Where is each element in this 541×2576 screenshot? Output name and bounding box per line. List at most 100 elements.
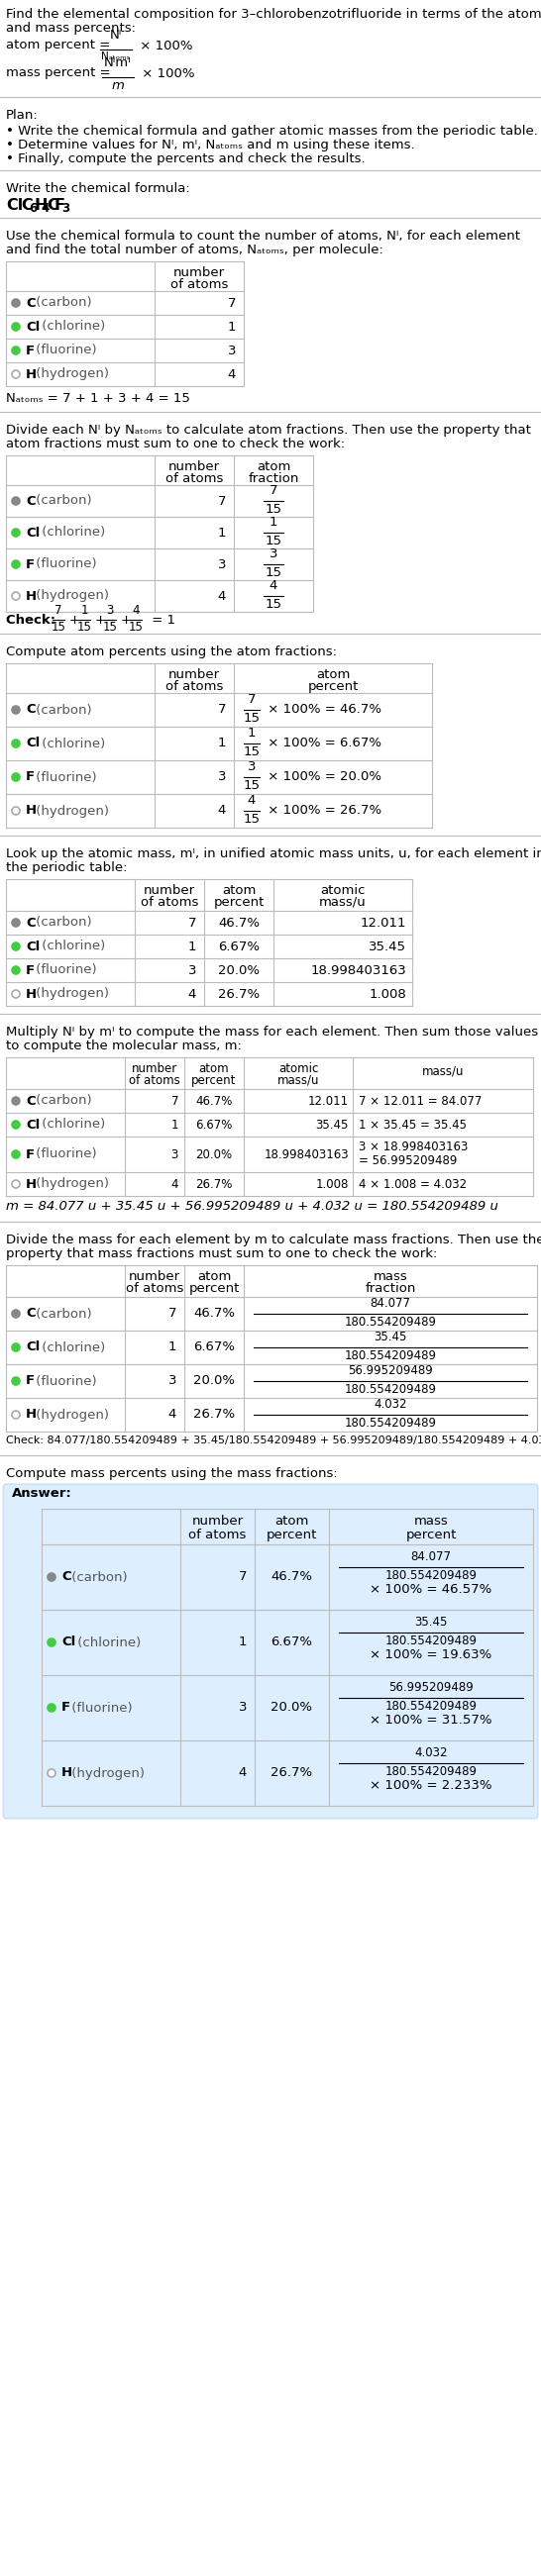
Text: 3: 3 bbox=[227, 345, 236, 358]
Circle shape bbox=[12, 966, 20, 974]
Text: +: + bbox=[69, 613, 80, 626]
Text: (carbon): (carbon) bbox=[68, 1571, 128, 1584]
Text: (hydrogen): (hydrogen) bbox=[68, 1767, 144, 1780]
Text: 7: 7 bbox=[188, 917, 196, 930]
Text: 6.67%: 6.67% bbox=[218, 940, 260, 953]
Text: C: C bbox=[26, 703, 35, 716]
Text: 4: 4 bbox=[248, 793, 256, 806]
Text: (hydrogen): (hydrogen) bbox=[32, 590, 109, 603]
Text: of atoms: of atoms bbox=[126, 1283, 183, 1296]
Text: +: + bbox=[121, 613, 132, 626]
Text: 180.554209489: 180.554209489 bbox=[344, 1316, 437, 1329]
Circle shape bbox=[12, 1180, 20, 1188]
Text: and mass percents:: and mass percents: bbox=[6, 21, 136, 33]
Text: 15: 15 bbox=[265, 502, 282, 515]
Text: (hydrogen): (hydrogen) bbox=[32, 1177, 109, 1190]
Text: 15: 15 bbox=[265, 598, 282, 611]
Text: 15: 15 bbox=[51, 621, 66, 634]
Text: percent: percent bbox=[266, 1528, 317, 1540]
Text: 3: 3 bbox=[269, 549, 278, 562]
Text: number: number bbox=[168, 667, 220, 680]
Text: F: F bbox=[26, 1376, 35, 1388]
Text: × 100% = 46.57%: × 100% = 46.57% bbox=[370, 1584, 492, 1597]
Circle shape bbox=[12, 592, 20, 600]
Text: 15: 15 bbox=[243, 744, 260, 757]
Text: 4: 4 bbox=[132, 603, 140, 616]
Text: 1: 1 bbox=[217, 737, 226, 750]
Text: 12.011: 12.011 bbox=[360, 917, 406, 930]
Text: 1: 1 bbox=[227, 319, 236, 332]
Text: 15: 15 bbox=[243, 778, 260, 791]
Text: 3: 3 bbox=[217, 559, 226, 572]
Circle shape bbox=[48, 1770, 56, 1777]
Circle shape bbox=[12, 299, 20, 307]
Text: Check:: Check: bbox=[6, 613, 60, 626]
Text: Divide each Nᴵ by Nₐₜₒₘₛ to calculate atom fractions. Then use the property that: Divide each Nᴵ by Nₐₜₒₘₛ to calculate at… bbox=[6, 422, 531, 435]
Text: of atoms: of atoms bbox=[166, 471, 223, 484]
Text: mass/u: mass/u bbox=[422, 1064, 464, 1077]
Text: 15: 15 bbox=[243, 814, 260, 827]
Text: 4.032: 4.032 bbox=[414, 1747, 447, 1759]
Circle shape bbox=[12, 943, 20, 951]
Text: fraction: fraction bbox=[365, 1283, 416, 1296]
Text: 180.554209489: 180.554209489 bbox=[385, 1765, 477, 1777]
Text: F: F bbox=[26, 963, 35, 976]
Text: 3: 3 bbox=[247, 760, 256, 773]
Text: Nᴵmᴵ: Nᴵmᴵ bbox=[104, 57, 131, 70]
Text: 46.7%: 46.7% bbox=[271, 1571, 313, 1584]
Text: (chlorine): (chlorine) bbox=[38, 940, 105, 953]
Text: 1: 1 bbox=[269, 515, 278, 528]
Text: 3: 3 bbox=[217, 770, 226, 783]
Text: percent: percent bbox=[406, 1528, 457, 1540]
Circle shape bbox=[48, 1638, 56, 1646]
FancyBboxPatch shape bbox=[3, 1484, 538, 1819]
Text: Divide the mass for each element by m to calculate mass fractions. Then use the: Divide the mass for each element by m to… bbox=[6, 1234, 541, 1247]
Text: H: H bbox=[26, 368, 37, 381]
Text: 3: 3 bbox=[188, 963, 196, 976]
Text: H: H bbox=[26, 590, 37, 603]
Text: • Finally, compute the percents and check the results.: • Finally, compute the percents and chec… bbox=[6, 152, 365, 165]
Text: 1: 1 bbox=[81, 603, 88, 616]
Text: 3: 3 bbox=[107, 603, 114, 616]
Circle shape bbox=[12, 806, 20, 814]
Text: 84.077: 84.077 bbox=[370, 1296, 411, 1309]
Text: number: number bbox=[131, 1061, 177, 1074]
Text: 180.554209489: 180.554209489 bbox=[385, 1700, 477, 1713]
Text: 56.995209489: 56.995209489 bbox=[388, 1682, 473, 1695]
Text: percent: percent bbox=[192, 1074, 236, 1087]
Text: atom percent =: atom percent = bbox=[6, 39, 115, 52]
Text: Plan:: Plan: bbox=[6, 108, 38, 121]
Text: 7: 7 bbox=[55, 603, 62, 616]
Text: Cl: Cl bbox=[26, 319, 40, 332]
Circle shape bbox=[12, 1345, 20, 1352]
Text: Check: 84.077/180.554209489 + 35.45/180.554209489 + 56.995209489/180.554209489 +: Check: 84.077/180.554209489 + 35.45/180.… bbox=[6, 1435, 541, 1445]
Text: (hydrogen): (hydrogen) bbox=[32, 368, 109, 381]
Text: 4: 4 bbox=[41, 201, 49, 214]
Text: 3: 3 bbox=[238, 1700, 247, 1713]
Text: Answer:: Answer: bbox=[12, 1486, 72, 1499]
Text: 18.998403163: 18.998403163 bbox=[264, 1149, 349, 1162]
Text: (chlorine): (chlorine) bbox=[38, 1342, 105, 1355]
Text: mass: mass bbox=[373, 1270, 407, 1283]
Text: C: C bbox=[47, 198, 58, 214]
Text: 26.7%: 26.7% bbox=[195, 1177, 233, 1190]
Text: 35.45: 35.45 bbox=[368, 940, 406, 953]
Text: • Write the chemical formula and gather atomic masses from the periodic table.: • Write the chemical formula and gather … bbox=[6, 124, 538, 137]
Circle shape bbox=[12, 1151, 20, 1159]
Text: 7: 7 bbox=[247, 693, 256, 706]
Text: H: H bbox=[26, 987, 37, 999]
Text: 15: 15 bbox=[103, 621, 117, 634]
Text: 1: 1 bbox=[238, 1636, 247, 1649]
Text: number: number bbox=[129, 1270, 180, 1283]
Text: 7: 7 bbox=[269, 484, 278, 497]
Text: percent: percent bbox=[189, 1283, 240, 1296]
Text: 3: 3 bbox=[62, 201, 70, 214]
Text: F: F bbox=[62, 1700, 70, 1713]
Text: Nₐₜₒₘₛ: Nₐₜₒₘₛ bbox=[101, 52, 130, 62]
Circle shape bbox=[12, 322, 20, 330]
Text: C: C bbox=[62, 1571, 71, 1584]
Text: = 1: = 1 bbox=[148, 613, 175, 626]
Text: 35.45: 35.45 bbox=[414, 1615, 447, 1628]
Text: mass percent =: mass percent = bbox=[6, 67, 115, 80]
Circle shape bbox=[12, 348, 20, 355]
